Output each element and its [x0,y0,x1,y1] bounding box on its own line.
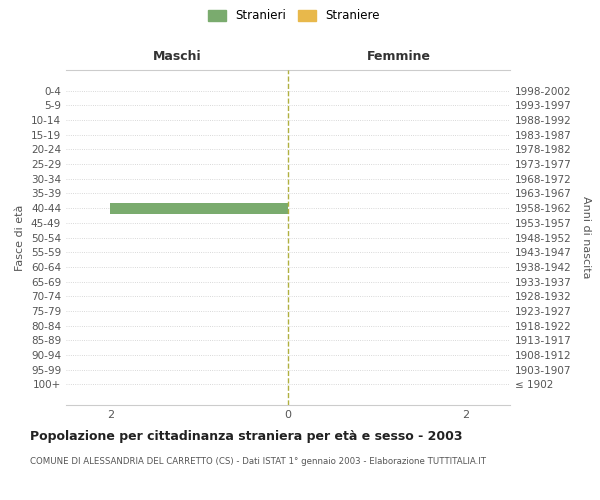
Legend: Stranieri, Straniere: Stranieri, Straniere [205,6,383,26]
Bar [110,202,288,213]
Text: Femmine: Femmine [367,50,431,64]
Y-axis label: Fasce di età: Fasce di età [16,204,25,270]
Text: Popolazione per cittadinanza straniera per età e sesso - 2003: Popolazione per cittadinanza straniera p… [30,430,463,443]
Text: COMUNE DI ALESSANDRIA DEL CARRETTO (CS) - Dati ISTAT 1° gennaio 2003 - Elaborazi: COMUNE DI ALESSANDRIA DEL CARRETTO (CS) … [30,458,486,466]
Text: Maschi: Maschi [152,50,202,64]
Y-axis label: Anni di nascita: Anni di nascita [581,196,591,279]
